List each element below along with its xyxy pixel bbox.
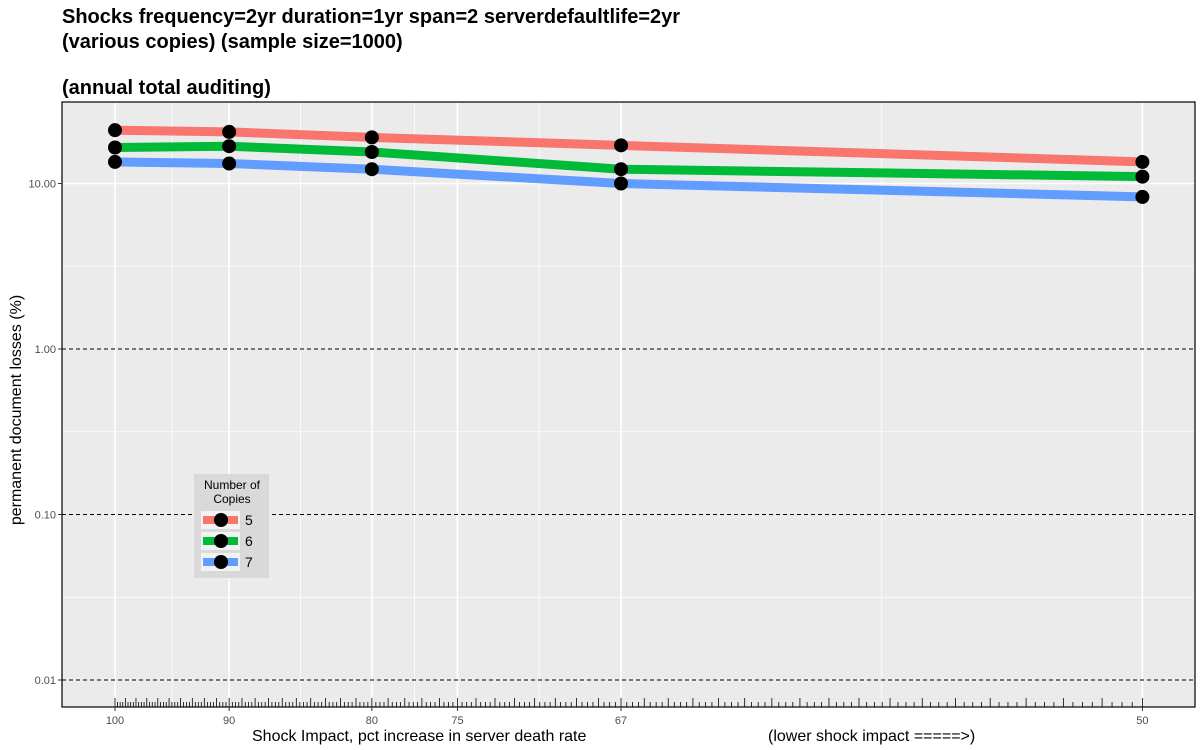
legend-title-line-0: Number of [204,478,261,492]
series-7-point-2 [364,162,379,177]
y-axis-label: permanent document losses (%) [8,294,25,526]
x-tick-label-2: 80 [366,715,378,727]
series-5-point-3 [614,138,629,153]
x-tick-label-0: 100 [106,715,124,727]
series-5-point-1 [222,124,237,139]
legend-label-6: 6 [245,533,253,549]
x-axis-note: (lower shock impact =====>) [768,728,976,745]
series-6-point-0 [108,140,122,155]
legend-key-point-7 [214,555,228,569]
chart-title-line-1: Shocks frequency=2yr duration=1yr span=2… [62,6,681,28]
series-6-point-2 [364,145,379,160]
plot-border [61,101,1196,708]
x-tick-label-1: 90 [223,715,235,727]
legend-label-5: 5 [245,512,253,528]
series-7-point-3 [614,176,629,191]
y-tick-label-0: 0.01 [35,675,56,687]
series-7-point-1 [222,156,237,171]
series-7-point-4 [1135,189,1150,204]
y-tick-label-3: 10.00 [28,179,56,191]
y-tick-label-1: 0.10 [35,510,56,522]
chart-title-line-4: (annual total auditing) [62,77,271,99]
legend-label-7: 7 [245,554,253,570]
y-tick-label-2: 1.00 [35,344,56,356]
legend-key-point-6 [214,534,228,548]
series-5-point-0 [108,123,122,138]
chart-title-line-2: (various copies) (sample size=1000) [62,31,403,53]
series-6-point-3 [614,162,629,177]
series-6-point-4 [1135,169,1150,184]
series-5-point-4 [1135,154,1150,169]
x-tick-label-5: 50 [1136,715,1148,727]
legend-key-point-5 [214,513,228,527]
x-tick-label-4: 67 [615,715,627,727]
series-7-point-0 [108,154,122,169]
x-tick-label-3: 75 [451,715,463,727]
series-5-point-2 [364,130,379,145]
x-axis-label: Shock Impact, pct increase in server dea… [252,728,587,745]
legend-title-line-1: Copies [213,492,250,506]
plot-panel [62,102,1195,707]
series-6-point-1 [222,139,237,154]
